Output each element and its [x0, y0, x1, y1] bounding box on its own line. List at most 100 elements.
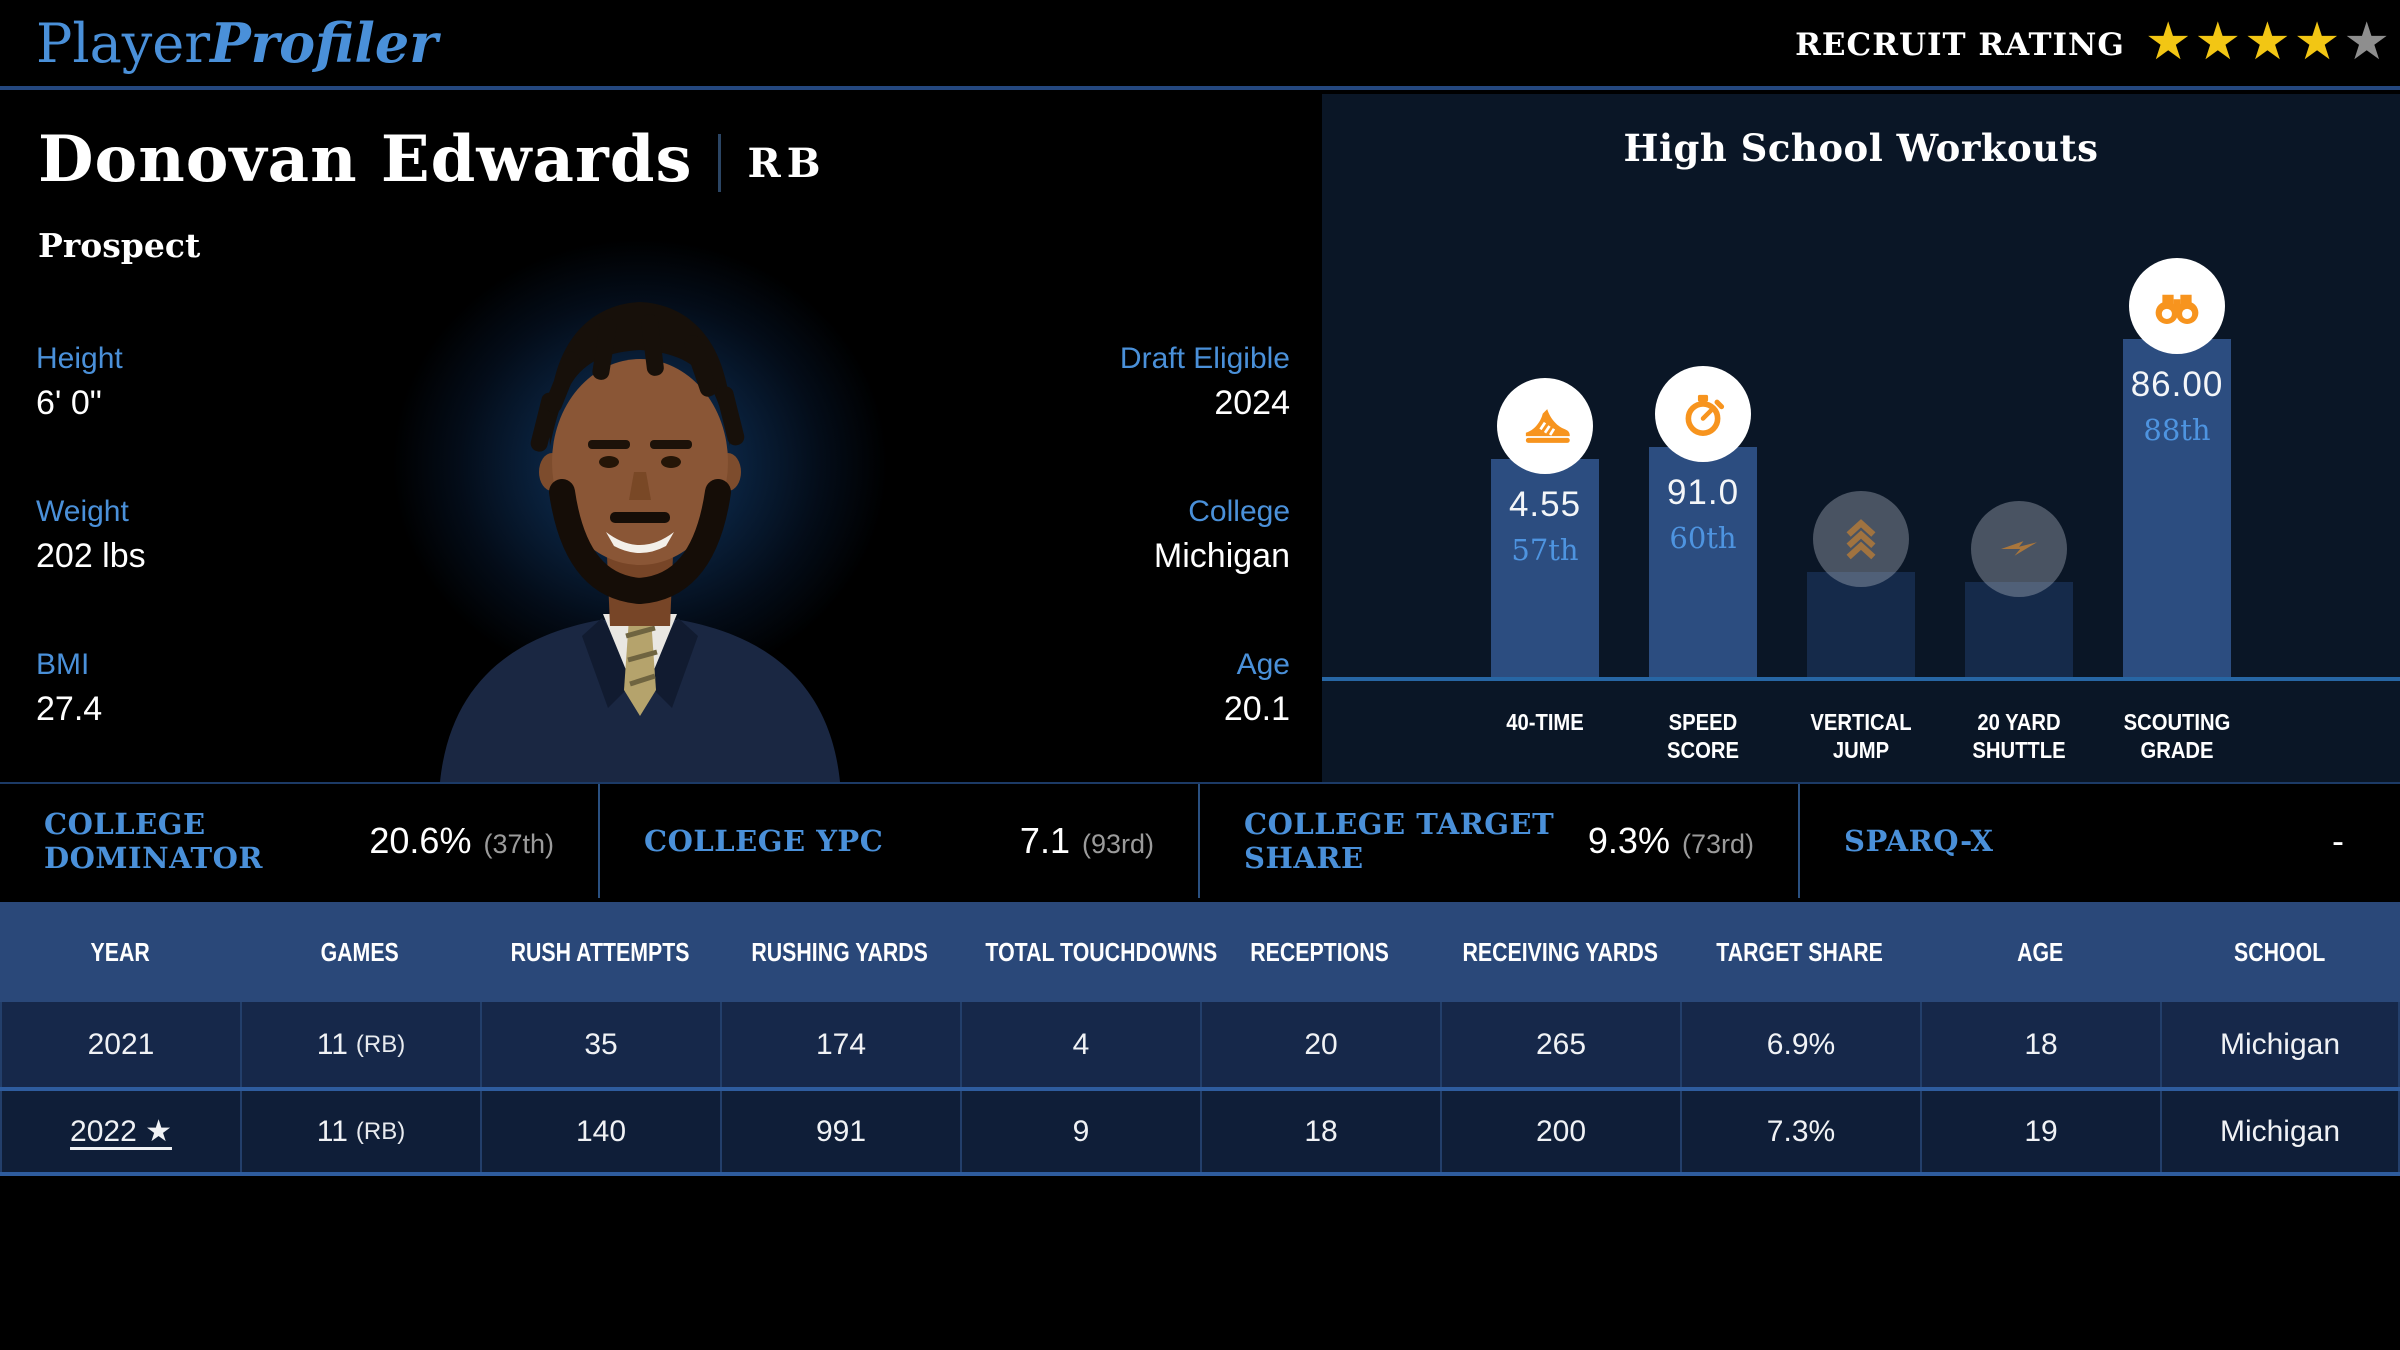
cell-target-share: 6.9% [1680, 1002, 1920, 1087]
attr-label: Weight [36, 495, 129, 528]
player-name-row: Donovan Edwards RB [38, 122, 827, 197]
attr-draft-eligible: Draft Eligible 2024 [1120, 342, 1290, 423]
bar-value: 91.0 [1666, 473, 1740, 512]
bar-fill: 91.0 60th [1649, 447, 1757, 677]
player-attributes-right: Draft Eligible 2024 College Michigan Age… [1120, 342, 1290, 729]
attr-value: Michigan [1153, 537, 1290, 575]
stat-college-ypc: COLLEGE YPC 7.1 (93rd) [600, 784, 1200, 898]
cell-year: 2021 [0, 1002, 240, 1087]
bar-category-label: 20 YARD SHUTTLE [1972, 709, 2066, 764]
cell-receiving-yards: 265 [1440, 1002, 1680, 1087]
college-stats-row: COLLEGE DOMINATOR 20.6% (37th) COLLEGE YP… [0, 782, 2400, 898]
stat-value: 20.6% [369, 820, 472, 861]
table-header-row: YEAR GAMES RUSH ATTEMPTS RUSHING YARDS T… [0, 902, 2400, 1002]
season-stats-table: YEAR GAMES RUSH ATTEMPTS RUSHING YARDS T… [0, 902, 2400, 1176]
player-position: RB [747, 140, 827, 187]
attr-age: Age 20.1 [1120, 648, 1290, 729]
attr-value: 6' 0" [36, 384, 102, 422]
stat-percentile: (37th) [483, 829, 554, 859]
column-header: SCHOOL [2234, 936, 2326, 967]
running-shoe-icon [1497, 378, 1593, 474]
high-school-workouts-panel: High School Workouts 4.55 57th 91.0 60th [1322, 94, 2400, 782]
cell-games: 11 (RB) [240, 1002, 480, 1087]
column-header: YEAR [90, 936, 150, 967]
playerprofiler-logo[interactable]: PlayerProfiler [36, 10, 438, 77]
bar-fill: 4.55 57th [1491, 459, 1599, 677]
stat-percentile: (73rd) [1681, 829, 1754, 859]
table-row-2021: 2021 11 (RB) 35 174 4 20 265 6.9% 18 Mich… [0, 1002, 2400, 1087]
column-header: TOTAL TOUCHDOWNS [985, 936, 1218, 967]
column-header: RECEPTIONS [1250, 936, 1390, 967]
cell-age: 18 [1920, 1002, 2160, 1087]
position-divider [718, 133, 722, 192]
stat-label: SPARQ-X [1844, 823, 1994, 858]
attr-height: Height 6' 0" [36, 342, 146, 423]
bar-percentile: 57th [1511, 533, 1579, 567]
logo-profiler: Profiler [210, 11, 438, 75]
player-photo [300, 204, 980, 782]
star-icon: ★ [2293, 13, 2341, 71]
bar-value: 86.00 [2130, 365, 2224, 404]
table-row-2022: 2022 ★ 11 (RB) 140 991 9 18 200 7.3% 19 M… [0, 1087, 2400, 1172]
bar-percentile: 88th [2143, 413, 2211, 447]
player-hero-panel: Donovan Edwards RB Prospect Height 6' 0"… [0, 94, 1322, 782]
star-icon: ★ [2244, 13, 2291, 71]
column-header: TARGET SHARE [1716, 936, 1884, 967]
stat-value: - [2332, 820, 2344, 861]
attr-value: 2024 [1214, 384, 1290, 422]
top-bar: PlayerProfiler RECRUIT RATING ★ ★ ★ ★ ★ [0, 0, 2400, 90]
star-icon: ★ [2194, 13, 2242, 71]
bar-fill [1965, 582, 2073, 677]
bar-value: 4.55 [1508, 485, 1582, 524]
cell-year: 2022 ★ [0, 1091, 240, 1172]
cell-age: 19 [1920, 1091, 2160, 1172]
cell-school: Michigan [2160, 1091, 2400, 1172]
column-header: RECEIVING YARDS [1462, 936, 1658, 967]
cell-target-share: 7.3% [1680, 1091, 1920, 1172]
chevrons-up-icon [1813, 491, 1909, 587]
player-name: Donovan Edwards [38, 122, 693, 197]
column-header: RUSH ATTEMPTS [510, 936, 690, 967]
cell-school: Michigan [2160, 1002, 2400, 1087]
player-portrait-illustration [440, 302, 840, 782]
bar-percentile: 60th [1669, 521, 1737, 555]
stat-label: COLLEGE DOMINATOR [44, 806, 263, 875]
recruit-rating: RECRUIT RATING ★ ★ ★ ★ ★ [1795, 0, 2390, 90]
binoculars-icon [2129, 258, 2225, 354]
bar-fill: 86.00 88th [2123, 339, 2231, 677]
stat-label: COLLEGE TARGET SHARE [1244, 806, 1555, 875]
column-header: GAMES [320, 936, 400, 967]
player-status: Prospect [38, 226, 201, 265]
cell-games: 11 (RB) [240, 1091, 480, 1172]
stat-value: 7.1 [1019, 820, 1070, 861]
logo-player: Player [36, 12, 211, 75]
cell-receiving-yards: 200 [1440, 1091, 1680, 1172]
bar-category-label: 40-TIME [1506, 709, 1584, 735]
stat-college-dominator: COLLEGE DOMINATOR 20.6% (37th) [0, 784, 600, 898]
stopwatch-icon [1655, 366, 1751, 462]
chart-axis-line [1322, 677, 2400, 681]
star-icon-empty: ★ [2343, 13, 2390, 71]
stat-value: 9.3% [1587, 820, 1670, 861]
bar-category-label: SCOUTING GRADE [2123, 709, 2231, 764]
cell-rushing-yards: 991 [720, 1091, 960, 1172]
attr-value: 20.1 [1223, 690, 1290, 728]
recruit-rating-label: RECRUIT RATING [1795, 27, 2125, 63]
column-header: RUSHING YARDS [751, 936, 929, 967]
bar-fill [1807, 572, 1915, 677]
cell-total-touchdowns: 9 [960, 1091, 1200, 1172]
attr-label: College [1188, 495, 1290, 528]
attr-value: 202 lbs [36, 537, 146, 575]
cell-rush-attempts: 35 [480, 1002, 720, 1087]
table-body: 2021 11 (RB) 35 174 4 20 265 6.9% 18 Mich… [0, 1002, 2400, 1176]
cell-receptions: 20 [1200, 1002, 1440, 1087]
stat-sparq-x: SPARQ-X - [1800, 784, 2400, 898]
attr-label: BMI [36, 648, 90, 681]
attr-weight: Weight 202 lbs [36, 495, 146, 576]
player-attributes-left: Height 6' 0" Weight 202 lbs BMI 27.4 [36, 342, 146, 729]
bar-category-label: SPEED SCORE [1667, 709, 1739, 764]
cell-rush-attempts: 140 [480, 1091, 720, 1172]
stat-percentile: (93rd) [1081, 829, 1154, 859]
year-2022-link[interactable]: 2022 ★ [70, 1115, 172, 1148]
column-header: AGE [2016, 936, 2064, 967]
